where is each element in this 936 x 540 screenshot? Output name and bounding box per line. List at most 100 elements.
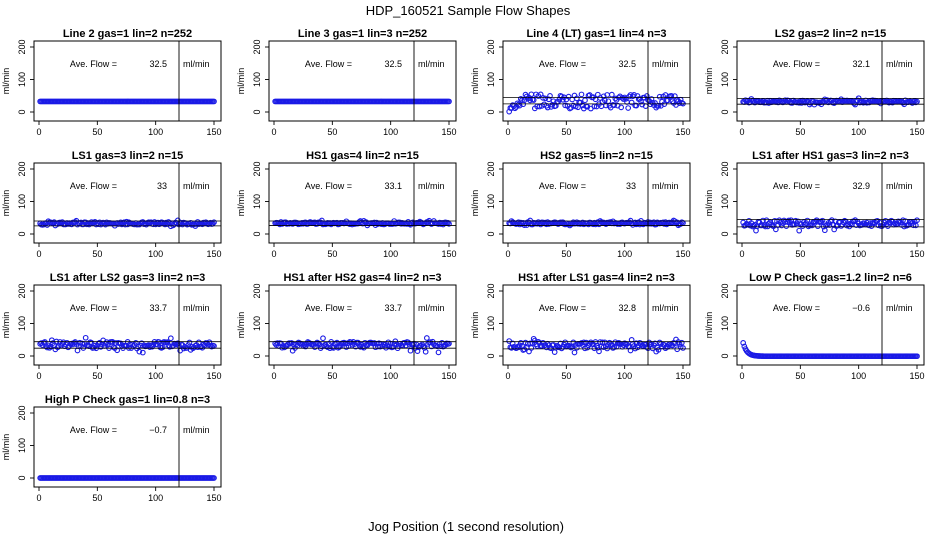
- ave-flow-label: Ave. Flow =: [539, 303, 586, 313]
- y-tick-label: 100: [252, 72, 262, 87]
- y-axis-label: ml/min: [704, 190, 714, 217]
- y-tick-label: 200: [17, 405, 27, 420]
- panel-title: HS1 gas=4 lin=2 n=15: [306, 150, 419, 162]
- chart-panel: HS1 after LS1 gas=4 lin=2 n=3 ml/min Ave. …: [470, 272, 691, 381]
- y-tick-label: 200: [252, 283, 262, 298]
- x-tick-label: 100: [617, 371, 632, 381]
- data-point: [150, 341, 157, 348]
- x-tick-label: 0: [271, 249, 276, 259]
- y-tick-label: 0: [17, 353, 27, 358]
- data-point: [206, 339, 213, 346]
- plot-frame: [736, 284, 925, 366]
- y-tick-label: 200: [252, 161, 262, 176]
- ave-flow-label: Ave. Flow =: [305, 59, 352, 69]
- data-point: [914, 217, 920, 224]
- y-tick-label: 0: [252, 109, 262, 114]
- data-point: [914, 353, 920, 360]
- chart-panel: LS1 gas=3 lin=2 n=15 ml/min Ave. Flow = 33 m…: [1, 150, 222, 259]
- y-tick-label: 200: [486, 161, 496, 176]
- x-tick-label: 150: [909, 127, 924, 137]
- x-tick-label: 100: [851, 127, 866, 137]
- panel-grid: Line 2 gas=1 lin=2 n=252 ml/min Ave. Flow …: [1, 28, 925, 503]
- y-tick-label: 100: [17, 438, 27, 453]
- y-axis-label: ml/min: [470, 312, 480, 339]
- y-axis-label: ml/min: [470, 68, 480, 95]
- y-tick-label: 200: [720, 283, 730, 298]
- data-point: [819, 217, 826, 224]
- x-tick-label: 0: [505, 371, 510, 381]
- panel-title: Line 2 gas=1 lin=2 n=252: [63, 28, 192, 40]
- data-point: [136, 348, 143, 355]
- data-point: [163, 219, 170, 226]
- ave-flow-unit: ml/min: [652, 181, 679, 191]
- ave-flow-unit: ml/min: [418, 303, 445, 313]
- x-tick-label: 100: [851, 371, 866, 381]
- panel-title: LS1 after HS1 gas=3 lin=2 n=3: [752, 150, 909, 162]
- data-point: [573, 95, 580, 102]
- data-point: [208, 343, 215, 350]
- y-tick-label: 0: [720, 109, 730, 114]
- y-axis-label: ml/min: [1, 312, 11, 339]
- data-point: [542, 95, 549, 102]
- data-point: [315, 340, 322, 347]
- data-point: [435, 349, 442, 356]
- x-tick-label: 150: [909, 371, 924, 381]
- x-tick-label: 50: [327, 127, 337, 137]
- chart-panel: LS2 gas=2 lin=2 n=15 ml/min Ave. Flow = 32.…: [704, 28, 925, 137]
- data-point: [167, 335, 174, 342]
- ave-flow-unit: ml/min: [886, 303, 913, 313]
- y-tick-label: 100: [17, 72, 27, 87]
- x-tick-label: 0: [505, 127, 510, 137]
- y-axis-label: ml/min: [704, 68, 714, 95]
- x-tick-label: 50: [795, 249, 805, 259]
- y-axis-label: ml/min: [1, 190, 11, 217]
- y-tick-label: 0: [17, 475, 27, 480]
- panel-title: HS2 gas=5 lin=2 n=15: [540, 150, 653, 162]
- x-tick-label: 150: [675, 127, 690, 137]
- data-point: [88, 340, 95, 346]
- x-tick-label: 0: [271, 127, 276, 137]
- data-point: [678, 339, 685, 346]
- y-axis-label: ml/min: [704, 312, 714, 339]
- x-tick-label: 100: [851, 249, 866, 259]
- x-tick-label: 100: [383, 127, 398, 137]
- ave-flow-value: 33.7: [149, 303, 167, 313]
- data-point: [612, 95, 619, 102]
- y-tick-label: 0: [720, 353, 730, 358]
- data-point: [123, 218, 130, 225]
- y-tick-label: 200: [17, 161, 27, 176]
- figure-xlabel: Jog Position (1 second resolution): [368, 519, 564, 534]
- ave-flow-value: 33: [157, 181, 167, 191]
- ave-flow-label: Ave. Flow =: [539, 59, 586, 69]
- ave-flow-value: 32.8: [618, 303, 636, 313]
- data-point: [912, 222, 919, 229]
- ave-flow-label: Ave. Flow =: [305, 303, 352, 313]
- data-point: [633, 102, 640, 109]
- y-tick-label: 0: [252, 353, 262, 358]
- data-point: [211, 475, 217, 481]
- x-tick-label: 100: [617, 127, 632, 137]
- y-tick-label: 100: [486, 194, 496, 209]
- y-axis-label: ml/min: [470, 190, 480, 217]
- data-point: [594, 344, 601, 351]
- x-tick-label: 0: [36, 371, 41, 381]
- data-point: [83, 221, 90, 228]
- data-point: [211, 219, 217, 226]
- y-tick-label: 0: [486, 231, 496, 236]
- ave-flow-value: −0.6: [852, 303, 870, 313]
- ave-flow-unit: ml/min: [886, 181, 913, 191]
- data-point: [341, 339, 347, 346]
- data-point: [547, 92, 553, 99]
- x-tick-label: 0: [36, 493, 41, 503]
- x-tick-label: 150: [206, 249, 221, 259]
- plot-frame: [33, 162, 222, 244]
- x-tick-label: 150: [909, 249, 924, 259]
- data-point: [571, 349, 578, 356]
- ave-flow-value: −0.7: [149, 425, 167, 435]
- y-tick-label: 200: [720, 161, 730, 176]
- data-point: [446, 98, 452, 105]
- data-point: [528, 345, 535, 351]
- data-point: [668, 93, 675, 99]
- x-tick-label: 50: [92, 249, 102, 259]
